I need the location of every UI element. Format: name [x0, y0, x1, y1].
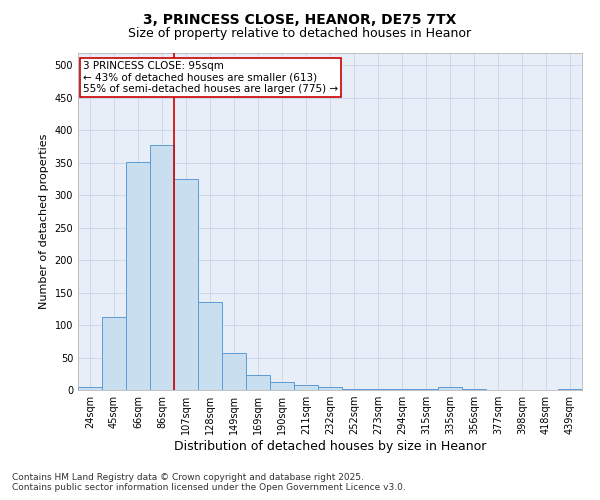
Text: Contains HM Land Registry data © Crown copyright and database right 2025.
Contai: Contains HM Land Registry data © Crown c… [12, 473, 406, 492]
Bar [270, 382, 294, 390]
Text: 3 PRINCESS CLOSE: 95sqm
← 43% of detached houses are smaller (613)
55% of semi-d: 3 PRINCESS CLOSE: 95sqm ← 43% of detache… [83, 61, 338, 94]
Bar [78, 387, 102, 390]
Bar [198, 302, 222, 390]
Bar [246, 375, 270, 390]
Bar [342, 388, 366, 390]
Bar [366, 388, 390, 390]
X-axis label: Distribution of detached houses by size in Heanor: Distribution of detached houses by size … [174, 440, 486, 453]
Text: Size of property relative to detached houses in Heanor: Size of property relative to detached ho… [128, 28, 472, 40]
Bar [438, 388, 462, 390]
Bar [294, 385, 318, 390]
Bar [102, 318, 126, 390]
Bar [174, 179, 198, 390]
Bar [150, 144, 174, 390]
Bar [126, 162, 150, 390]
Y-axis label: Number of detached properties: Number of detached properties [39, 134, 49, 309]
Bar [318, 388, 342, 390]
Bar [222, 353, 246, 390]
Text: 3, PRINCESS CLOSE, HEANOR, DE75 7TX: 3, PRINCESS CLOSE, HEANOR, DE75 7TX [143, 12, 457, 26]
